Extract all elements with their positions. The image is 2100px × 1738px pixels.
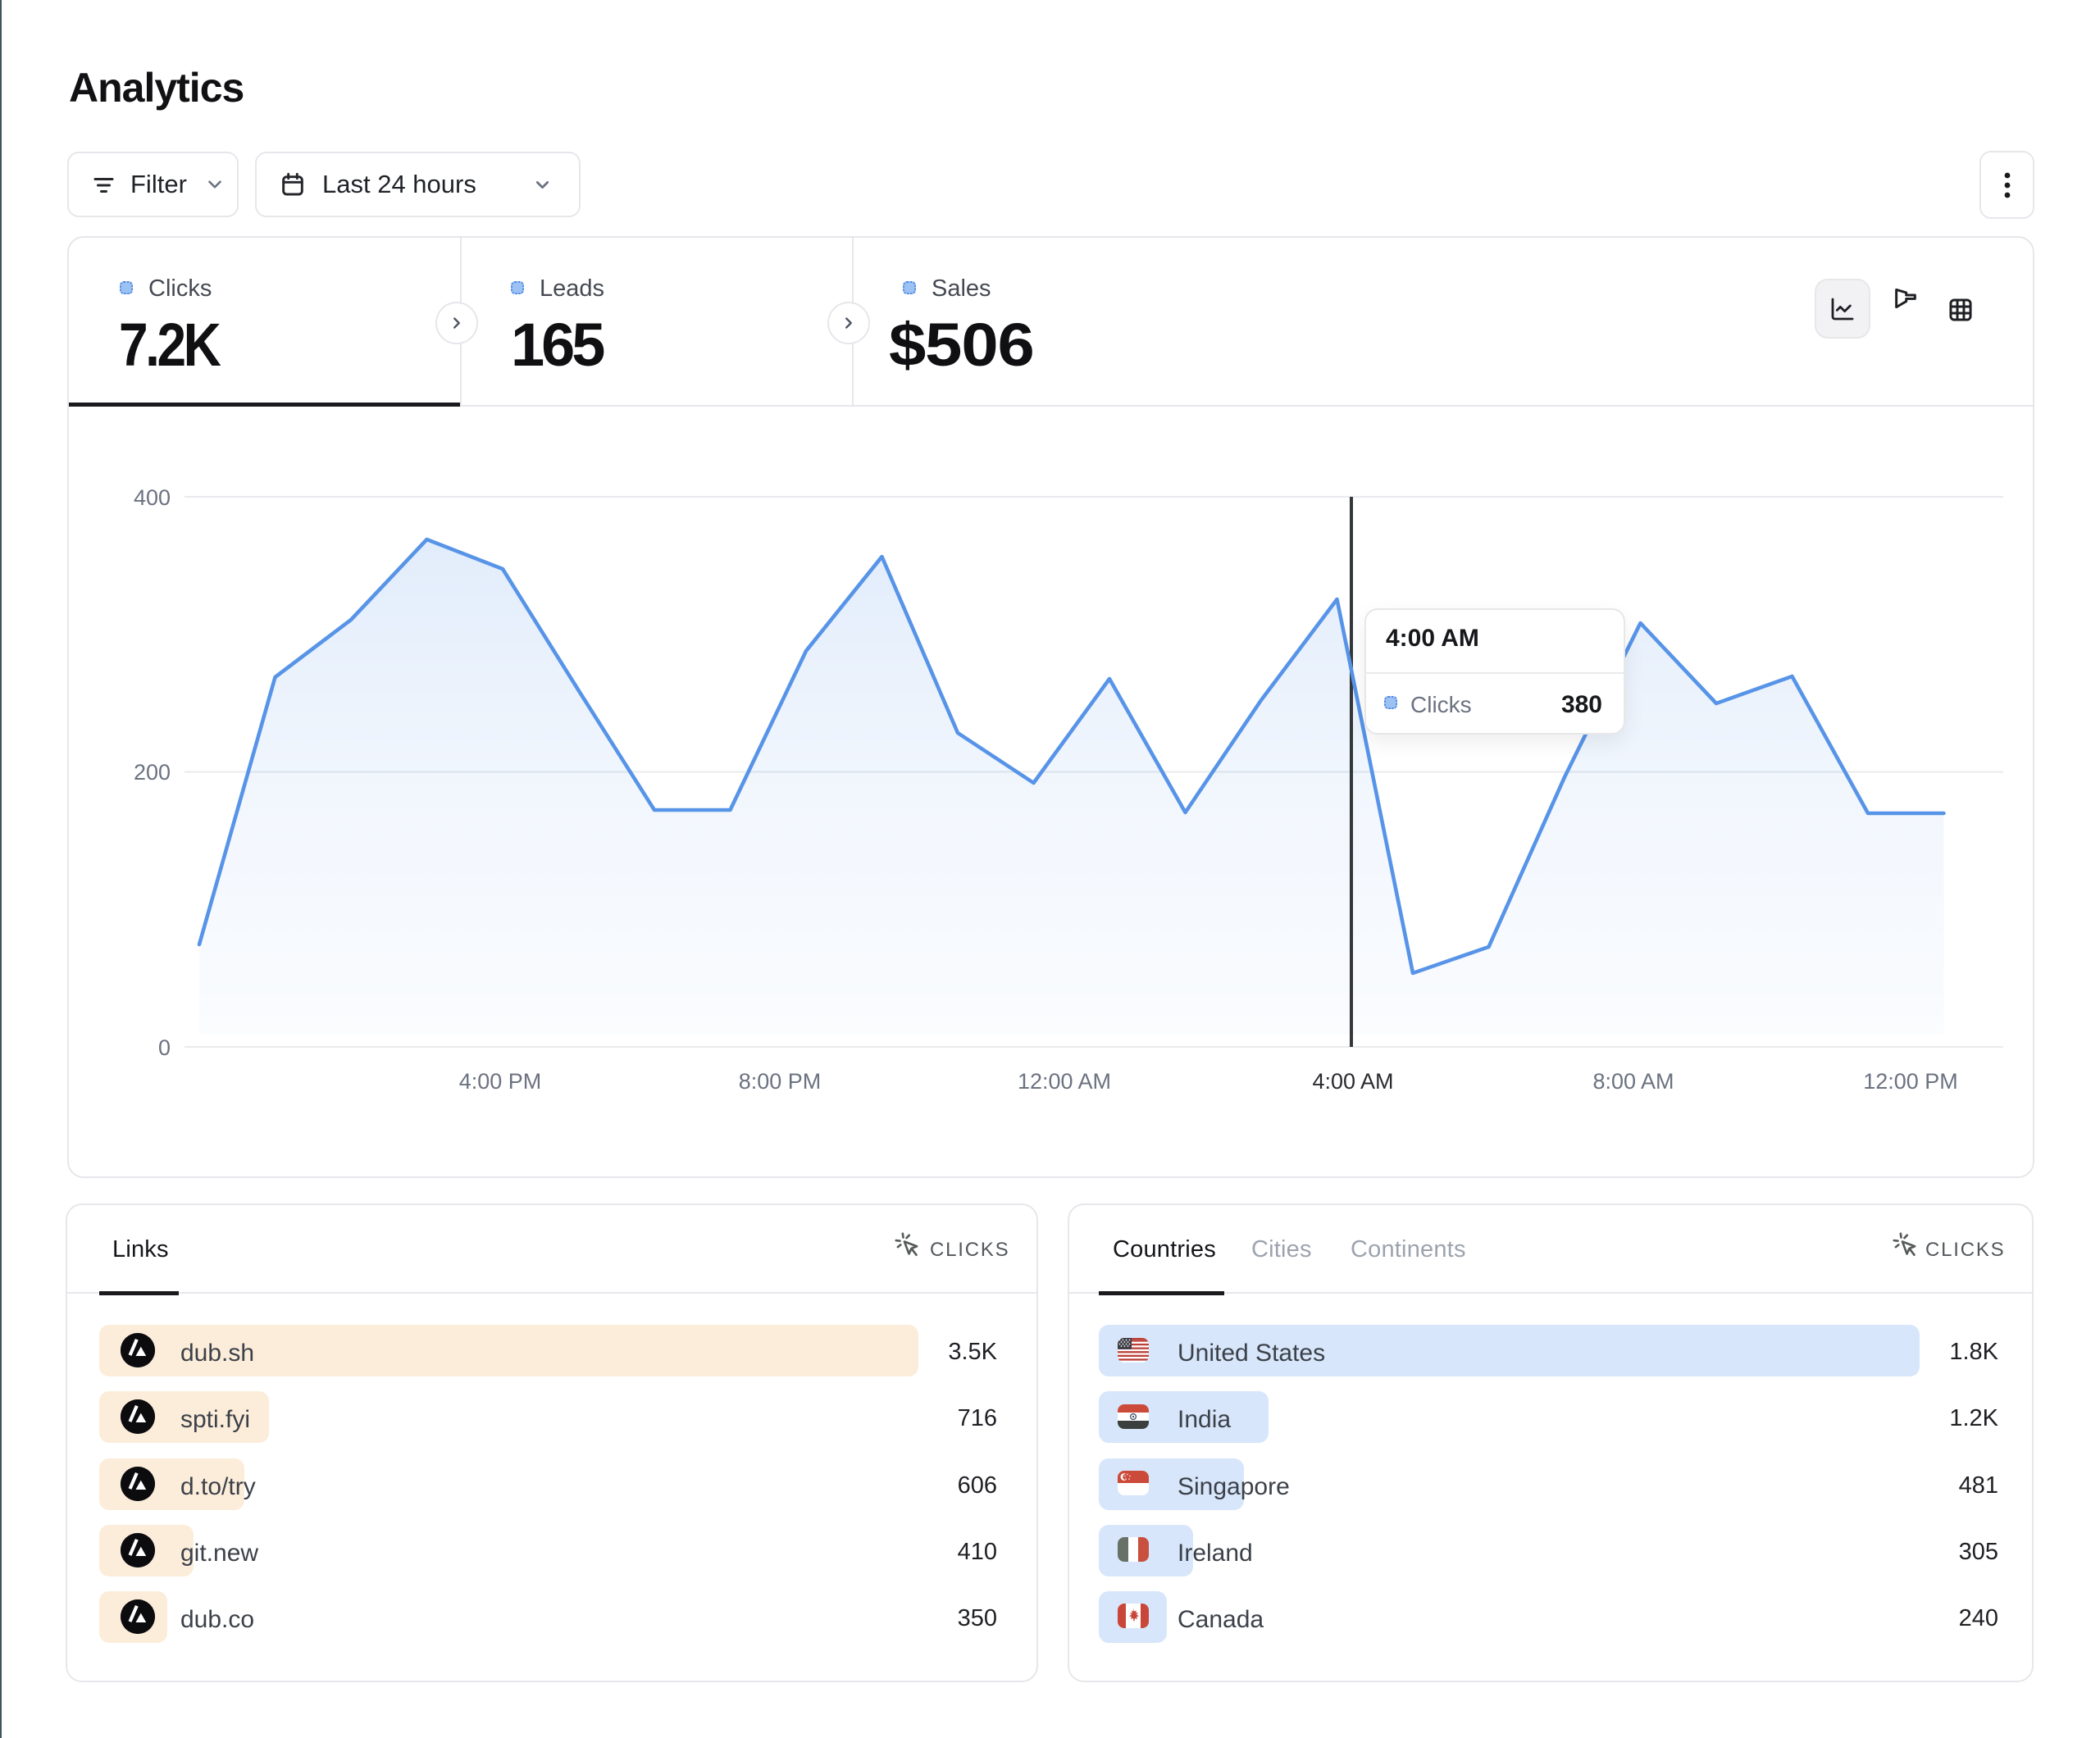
svg-text:0: 0 [158, 1035, 171, 1060]
svg-text:4:00 AM: 4:00 AM [1312, 1069, 1393, 1094]
svg-text:4:00 PM: 4:00 PM [459, 1069, 542, 1094]
svg-text:12:00 PM: 12:00 PM [1863, 1069, 1958, 1094]
svg-text:200: 200 [134, 760, 171, 785]
svg-text:400: 400 [134, 485, 171, 510]
svg-text:8:00 AM: 8:00 AM [1592, 1069, 1674, 1094]
svg-text:12:00 AM: 12:00 AM [1018, 1069, 1111, 1094]
svg-text:8:00 PM: 8:00 PM [739, 1069, 822, 1094]
